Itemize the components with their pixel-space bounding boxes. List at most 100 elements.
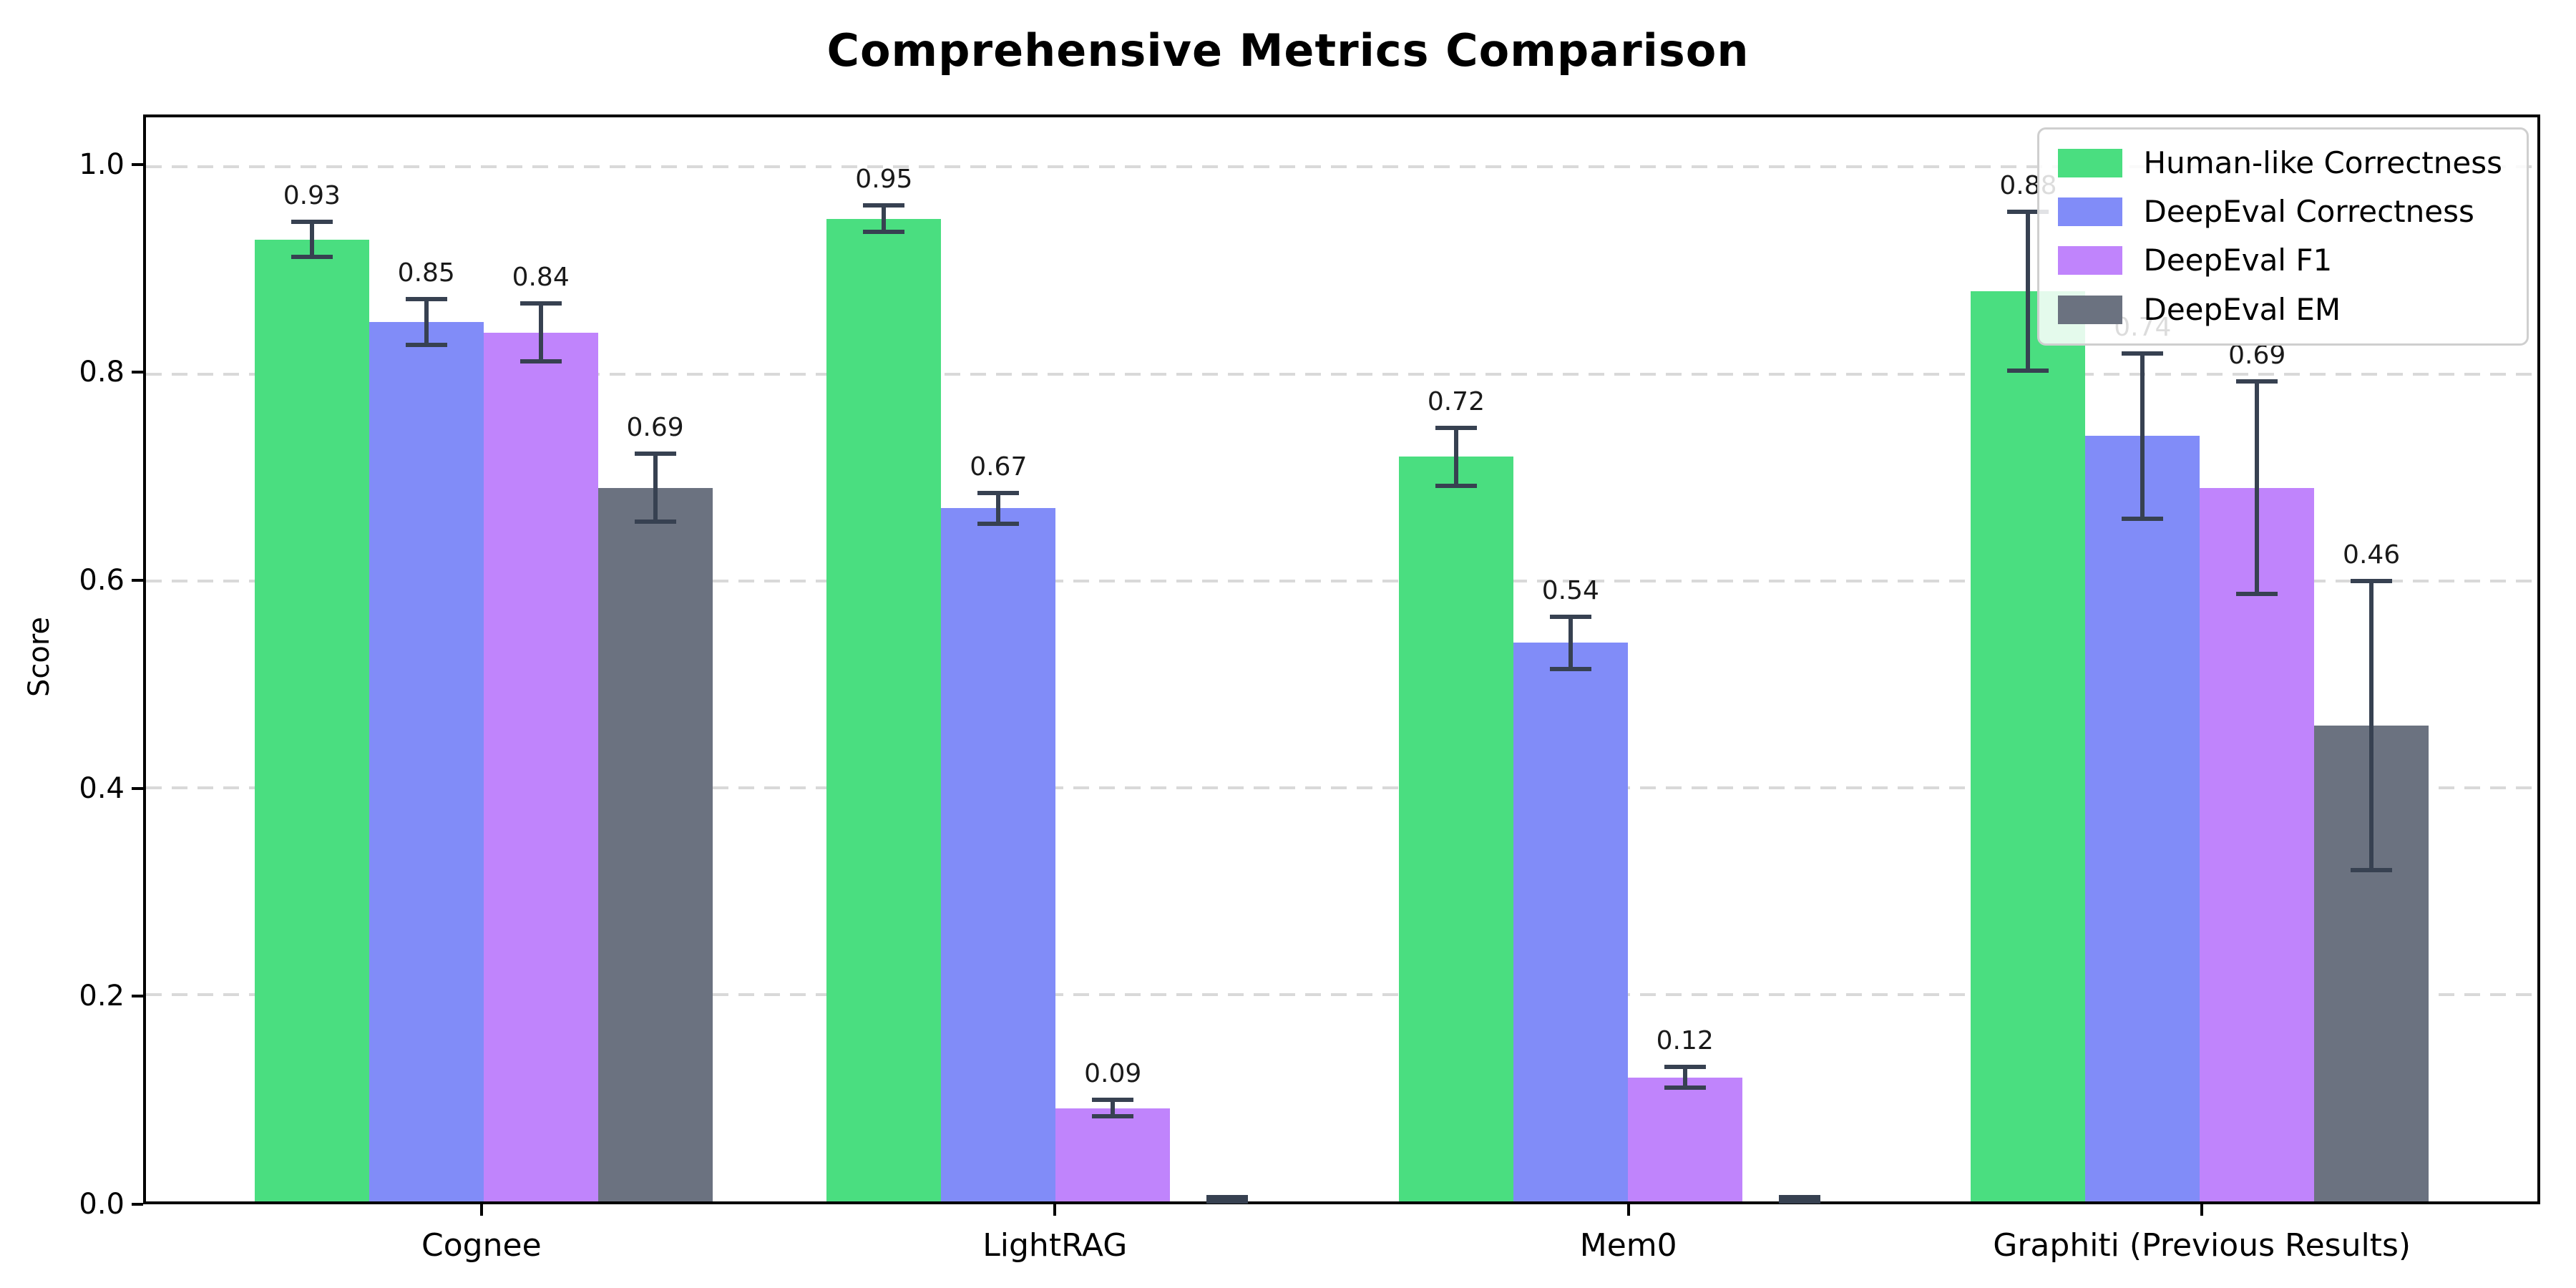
bar-deepeval-f1-mem0 <box>1627 1077 1742 1201</box>
error-bar-cap-bottom <box>291 255 333 260</box>
bar-human-like-correctness-lightrag <box>826 218 942 1201</box>
error-bar-cap-top <box>2351 578 2393 583</box>
error-bar-line <box>1682 1067 1687 1088</box>
gridline-1.0 <box>146 165 2537 169</box>
legend-label-deepeval-correctness: DeepEval Correctness <box>2143 194 2474 230</box>
error-bar-cap-top <box>1206 1195 1249 1200</box>
legend-box: Human-like Correctness DeepEval Correctne… <box>2036 127 2529 346</box>
legend-row-human-like-correctness: Human-like Correctness <box>2057 145 2503 180</box>
error-bar-cap-top <box>405 297 447 302</box>
bar-deepeval-em-cognee <box>597 487 713 1201</box>
error-bar-line <box>882 205 887 233</box>
bar-human-like-correctness-graphiti-previous-results <box>1971 291 2086 1201</box>
error-bar-cap-bottom <box>2351 868 2393 873</box>
gridline-0.4 <box>146 786 2537 789</box>
value-label-human-like-correctness-mem0: 0.72 <box>1427 386 1485 416</box>
error-bar-cap-top <box>1778 1195 1820 1200</box>
error-bar-cap-bottom <box>1206 1199 1249 1204</box>
bar-deepeval-correctness-mem0 <box>1513 643 1628 1201</box>
legend-row-deepeval-correctness: DeepEval Correctness <box>2057 194 2503 230</box>
error-bar-line <box>424 299 429 346</box>
error-bar-line <box>2255 381 2260 595</box>
y-tick-label-0.8: 0.8 <box>79 356 125 389</box>
x-tick-label-lightrag: LightRAG <box>982 1227 1128 1264</box>
bar-human-like-correctness-mem0 <box>1398 457 1513 1201</box>
bar-deepeval-correctness-lightrag <box>941 508 1056 1201</box>
value-label-deepeval-correctness-lightrag: 0.67 <box>970 452 1028 482</box>
legend-label-deepeval-em: DeepEval EM <box>2143 291 2341 327</box>
error-bar-cap-bottom <box>977 522 1020 527</box>
error-bar-cap-top <box>863 203 905 208</box>
value-label-human-like-correctness-cognee: 0.93 <box>283 181 341 211</box>
legend-label-human-like-correctness: Human-like Correctness <box>2143 145 2503 180</box>
error-bar-cap-bottom <box>405 343 447 348</box>
y-tick-label-1.0: 1.0 <box>79 147 125 181</box>
x-tick-label-cognee: Cognee <box>421 1227 542 1264</box>
error-bar-cap-bottom <box>2007 369 2049 374</box>
legend-label-deepeval-f1: DeepEval F1 <box>2143 243 2333 278</box>
legend-swatch-deepeval-em <box>2057 295 2122 324</box>
error-bar-cap-top <box>1549 615 1591 620</box>
error-bar-line <box>1111 1100 1116 1117</box>
error-bar-cap-top <box>634 451 676 456</box>
error-bar-line <box>2026 211 2031 371</box>
legend-swatch-human-like-correctness <box>2057 149 2122 178</box>
y-tick-mark-0.2 <box>132 995 143 998</box>
bar-deepeval-correctness-graphiti-previous-results <box>2085 436 2200 1201</box>
value-label-human-like-correctness-lightrag: 0.95 <box>855 164 913 194</box>
legend-row-deepeval-em: DeepEval EM <box>2057 291 2503 327</box>
error-bar-line <box>653 453 658 522</box>
error-bar-cap-bottom <box>2122 516 2164 521</box>
legend-swatch-deepeval-correctness <box>2057 197 2122 227</box>
x-tick-mark-mem0 <box>1626 1204 1630 1216</box>
error-bar-line <box>996 492 1001 525</box>
y-tick-mark-0.4 <box>132 786 143 790</box>
error-bar-cap-bottom <box>2236 592 2278 597</box>
chart-title: Comprehensive Metrics Comparison <box>826 24 1750 77</box>
error-bar-cap-bottom <box>1435 483 1477 488</box>
y-tick-label-0.6: 0.6 <box>79 564 125 597</box>
x-tick-mark-graphiti-previous-results <box>2200 1204 2204 1216</box>
error-bar-cap-bottom <box>1664 1085 1706 1090</box>
error-bar-cap-top <box>2122 351 2164 356</box>
gridline-0.8 <box>146 372 2537 376</box>
error-bar-cap-top <box>291 220 333 225</box>
x-tick-label-mem0: Mem0 <box>1579 1227 1677 1264</box>
bar-deepeval-f1-cognee <box>483 332 598 1201</box>
y-axis-label: Score <box>23 616 56 698</box>
error-bar-line <box>538 303 543 362</box>
gridline-0.6 <box>146 579 2537 582</box>
y-tick-mark-1.0 <box>132 162 143 166</box>
error-bar-cap-top <box>1664 1065 1706 1070</box>
bar-deepeval-f1-graphiti-previous-results <box>2200 487 2315 1201</box>
value-label-deepeval-f1-lightrag: 0.09 <box>1084 1059 1142 1089</box>
bar-deepeval-correctness-cognee <box>369 322 484 1201</box>
y-tick-mark-0.0 <box>132 1203 143 1206</box>
bar-deepeval-f1-lightrag <box>1055 1108 1171 1201</box>
legend-swatch-deepeval-f1 <box>2057 246 2122 275</box>
y-tick-label-0.0: 0.0 <box>79 1188 125 1221</box>
value-label-deepeval-em-graphiti-previous-results: 0.46 <box>2343 540 2401 570</box>
value-label-deepeval-correctness-mem0: 0.54 <box>1541 576 1599 606</box>
gridline-0.2 <box>146 992 2537 996</box>
error-bar-line <box>1453 427 1458 486</box>
error-bar-cap-bottom <box>634 519 676 525</box>
error-bar-cap-top <box>2007 209 2049 214</box>
error-bar-cap-top <box>519 301 562 306</box>
value-label-deepeval-f1-cognee: 0.84 <box>512 263 570 293</box>
error-bar-cap-bottom <box>863 230 905 235</box>
y-tick-label-0.4: 0.4 <box>79 771 125 805</box>
y-tick-mark-0.8 <box>132 371 143 374</box>
value-label-deepeval-em-cognee: 0.69 <box>626 412 684 442</box>
error-bar-cap-bottom <box>1092 1114 1134 1119</box>
error-bar-line <box>309 222 314 258</box>
error-bar-cap-top <box>977 490 1020 495</box>
error-bar-cap-top <box>2236 379 2278 384</box>
value-label-deepeval-f1-mem0: 0.12 <box>1656 1026 1714 1056</box>
x-tick-label-graphiti-previous-results: Graphiti (Previous Results) <box>1993 1227 2411 1264</box>
bar-human-like-correctness-cognee <box>254 239 369 1201</box>
y-tick-label-0.2: 0.2 <box>79 980 125 1013</box>
value-label-deepeval-correctness-cognee: 0.85 <box>397 258 455 288</box>
y-tick-mark-0.6 <box>132 579 143 582</box>
